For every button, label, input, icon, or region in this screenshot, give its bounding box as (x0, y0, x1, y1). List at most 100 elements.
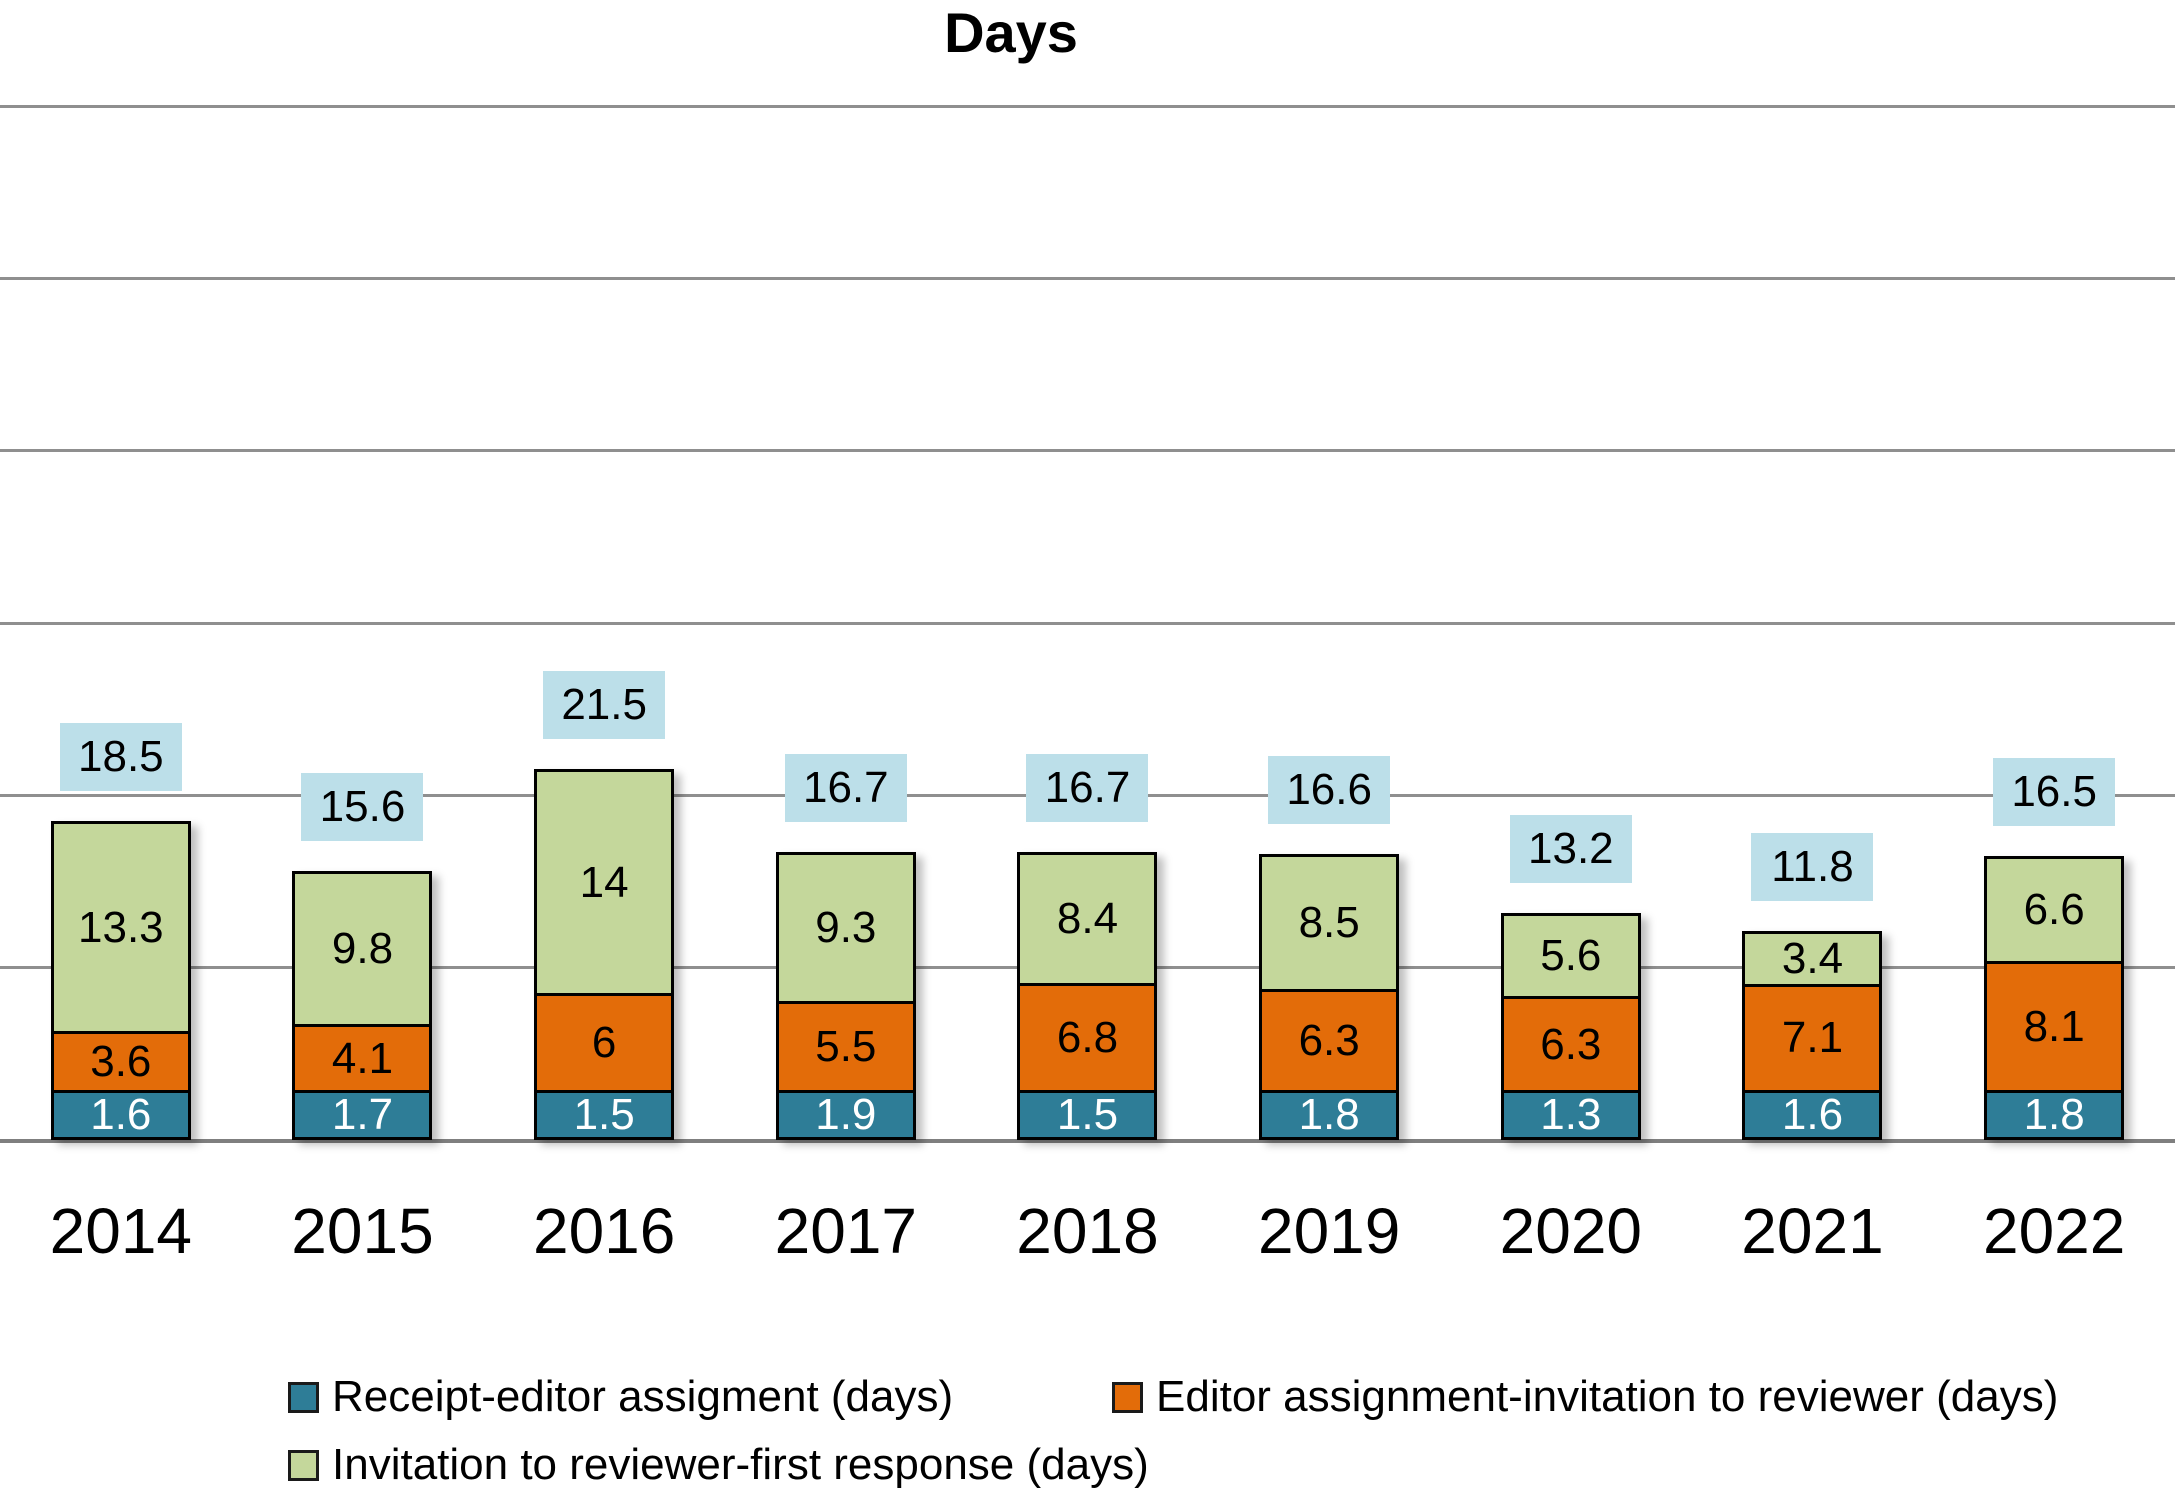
segment-value-label: 9.3 (815, 903, 877, 953)
bar-segment-series-1: 4.1 (295, 1024, 430, 1090)
bar-stack: 3.4 7.1 1.6 (1742, 931, 1883, 1140)
x-axis-year-label: 2016 (532, 1195, 676, 1267)
segment-value-label: 7.1 (1781, 1013, 1844, 1063)
total-value-badge: 16.5 (1993, 757, 2116, 826)
bar-segment-series-1: 6.8 (1020, 983, 1155, 1090)
bar-segment-series-0: 1.8 (1262, 1090, 1397, 1139)
total-value-badge: 13.2 (1509, 814, 1632, 883)
bar-segment-series-2: 8.5 (1262, 856, 1397, 990)
bar-stack: 8.5 6.3 1.8 (1259, 853, 1400, 1140)
bar-segment-series-0: 1.5 (1020, 1090, 1155, 1139)
legend-label: Invitation to reviewer-first response (d… (332, 1440, 1149, 1489)
segment-value-label: 1.8 (1298, 1090, 1360, 1139)
category-group: 13.3 3.6 1.6 18.5 (0, 106, 242, 1140)
x-axis-year-label: 2021 (1741, 1195, 1884, 1267)
segment-value-label: 8.5 (1298, 898, 1360, 947)
category-group: 8.4 6.8 1.5 16.7 (967, 106, 1209, 1140)
segment-value-label: 5.6 (1540, 930, 1602, 980)
bar-segment-series-1: 6 (537, 992, 672, 1090)
segment-value-label: 6.6 (2023, 884, 2085, 934)
segment-value-label: 1.9 (815, 1090, 877, 1139)
bar-segment-series-1: 5.5 (778, 1000, 913, 1090)
segment-value-label: 6 (591, 1017, 617, 1067)
bar-segment-series-2: 3.4 (1745, 934, 1880, 984)
gridline (0, 449, 2175, 453)
segment-value-label: 6.8 (1056, 1013, 1119, 1063)
x-axis: 2014 2015 2016 2017 2018 2019 2020 2021 2022 (0, 1194, 2175, 1278)
segment-value-label: 8.4 (1056, 894, 1119, 944)
legend-label: Editor assignment-invitation to reviewer… (1156, 1372, 2059, 1421)
segment-value-label: 1.7 (331, 1090, 394, 1139)
legend-item: Receipt-editor assigment (days) (288, 1372, 953, 1422)
category-group: 14 6 1.5 21.5 (483, 106, 725, 1140)
x-axis-year-label: 2022 (1982, 1195, 2126, 1267)
category-group: 8.5 6.3 1.8 16.6 (1208, 106, 1450, 1140)
bar-segment-series-2: 6.6 (1987, 858, 2122, 962)
x-axis-year-label: 2014 (49, 1195, 193, 1267)
category-group: 9.8 4.1 1.7 15.6 (242, 106, 484, 1140)
x-axis-year-label: 2017 (774, 1195, 918, 1267)
segment-value-label: 1.6 (90, 1090, 152, 1139)
bar-stack: 9.8 4.1 1.7 (292, 871, 433, 1140)
segment-value-label: 1.3 (1540, 1090, 1602, 1139)
total-value-badge: 18.5 (59, 723, 182, 792)
x-axis-year-label: 2015 (291, 1195, 434, 1267)
total-value-badge: 11.8 (1751, 833, 1874, 902)
segment-value-label: 6.3 (1298, 1016, 1360, 1066)
segment-value-label: 1.5 (573, 1090, 635, 1139)
bar-segment-series-2: 9.3 (778, 855, 913, 1001)
axis-baseline (0, 1138, 2175, 1143)
x-axis-year-label: 2019 (1257, 1195, 1401, 1267)
bar-segment-series-1: 3.6 (53, 1031, 188, 1090)
segment-value-label: 14 (579, 857, 629, 907)
bar-segment-series-0: 1.3 (1503, 1090, 1638, 1139)
x-axis-year-label: 2018 (1016, 1195, 1159, 1267)
bar-segment-series-2: 14 (537, 772, 672, 993)
gridline (0, 104, 2175, 108)
segment-value-label: 3.6 (90, 1037, 152, 1086)
gridline (0, 621, 2175, 625)
bar-stack: 9.3 5.5 1.9 (775, 852, 916, 1140)
bar-segment-series-1: 6.3 (1262, 989, 1397, 1090)
segment-value-label: 1.6 (1781, 1090, 1844, 1139)
bar-segment-series-0: 1.6 (1745, 1090, 1880, 1139)
segment-value-label: 6.3 (1540, 1019, 1602, 1069)
total-value-badge: 21.5 (543, 671, 666, 740)
bar-stack: 6.6 8.1 1.8 (1984, 855, 2125, 1140)
bar-segment-series-2: 9.8 (295, 874, 430, 1025)
gridline (0, 276, 2175, 280)
bar-segment-series-0: 1.6 (53, 1090, 188, 1139)
category-group: 9.3 5.5 1.9 16.7 (725, 106, 967, 1140)
bar-segment-series-0: 1.8 (1987, 1090, 2122, 1139)
bar-segment-series-2: 8.4 (1020, 855, 1155, 984)
bar-segment-series-0: 1.9 (778, 1090, 913, 1139)
segment-value-label: 3.4 (1781, 934, 1844, 984)
plot-area: 13.3 3.6 1.6 18.5 9.8 4.1 1.7 15.6 14 6 1.5 21.5 9.3… (0, 104, 2175, 1143)
bar-segment-series-0: 1.5 (537, 1090, 672, 1139)
total-value-badge: 16.6 (1268, 755, 1391, 824)
legend-color-swatch (1112, 1381, 1143, 1413)
segment-value-label: 1.8 (2023, 1090, 2085, 1139)
bar-stack: 5.6 6.3 1.3 (1500, 912, 1641, 1140)
bar-stack: 8.4 6.8 1.5 (1017, 852, 1158, 1140)
segment-value-label: 9.8 (331, 924, 394, 974)
legend-color-swatch (288, 1449, 319, 1481)
legend-item: Invitation to reviewer-first response (d… (288, 1440, 1149, 1490)
bar-segment-series-2: 5.6 (1503, 915, 1638, 997)
category-group: 5.6 6.3 1.3 13.2 (1450, 106, 1692, 1140)
bar-segment-series-1: 7.1 (1745, 983, 1880, 1090)
legend-color-swatch (288, 1381, 319, 1413)
total-value-badge: 15.6 (301, 773, 424, 842)
bar-segment-series-1: 8.1 (1987, 961, 2122, 1090)
bar-stack: 13.3 3.6 1.6 (50, 821, 191, 1140)
segment-value-label: 5.5 (815, 1021, 877, 1071)
bar-stack: 14 6 1.5 (534, 769, 675, 1140)
category-group: 6.6 8.1 1.8 16.5 (1933, 106, 2175, 1140)
category-group: 3.4 7.1 1.6 11.8 (1692, 106, 1934, 1140)
segment-value-label: 1.5 (1056, 1090, 1119, 1139)
bar-segment-series-2: 13.3 (53, 824, 188, 1032)
total-value-badge: 16.7 (1026, 754, 1149, 823)
x-axis-year-label: 2020 (1499, 1195, 1643, 1267)
segment-value-label: 13.3 (78, 902, 164, 952)
